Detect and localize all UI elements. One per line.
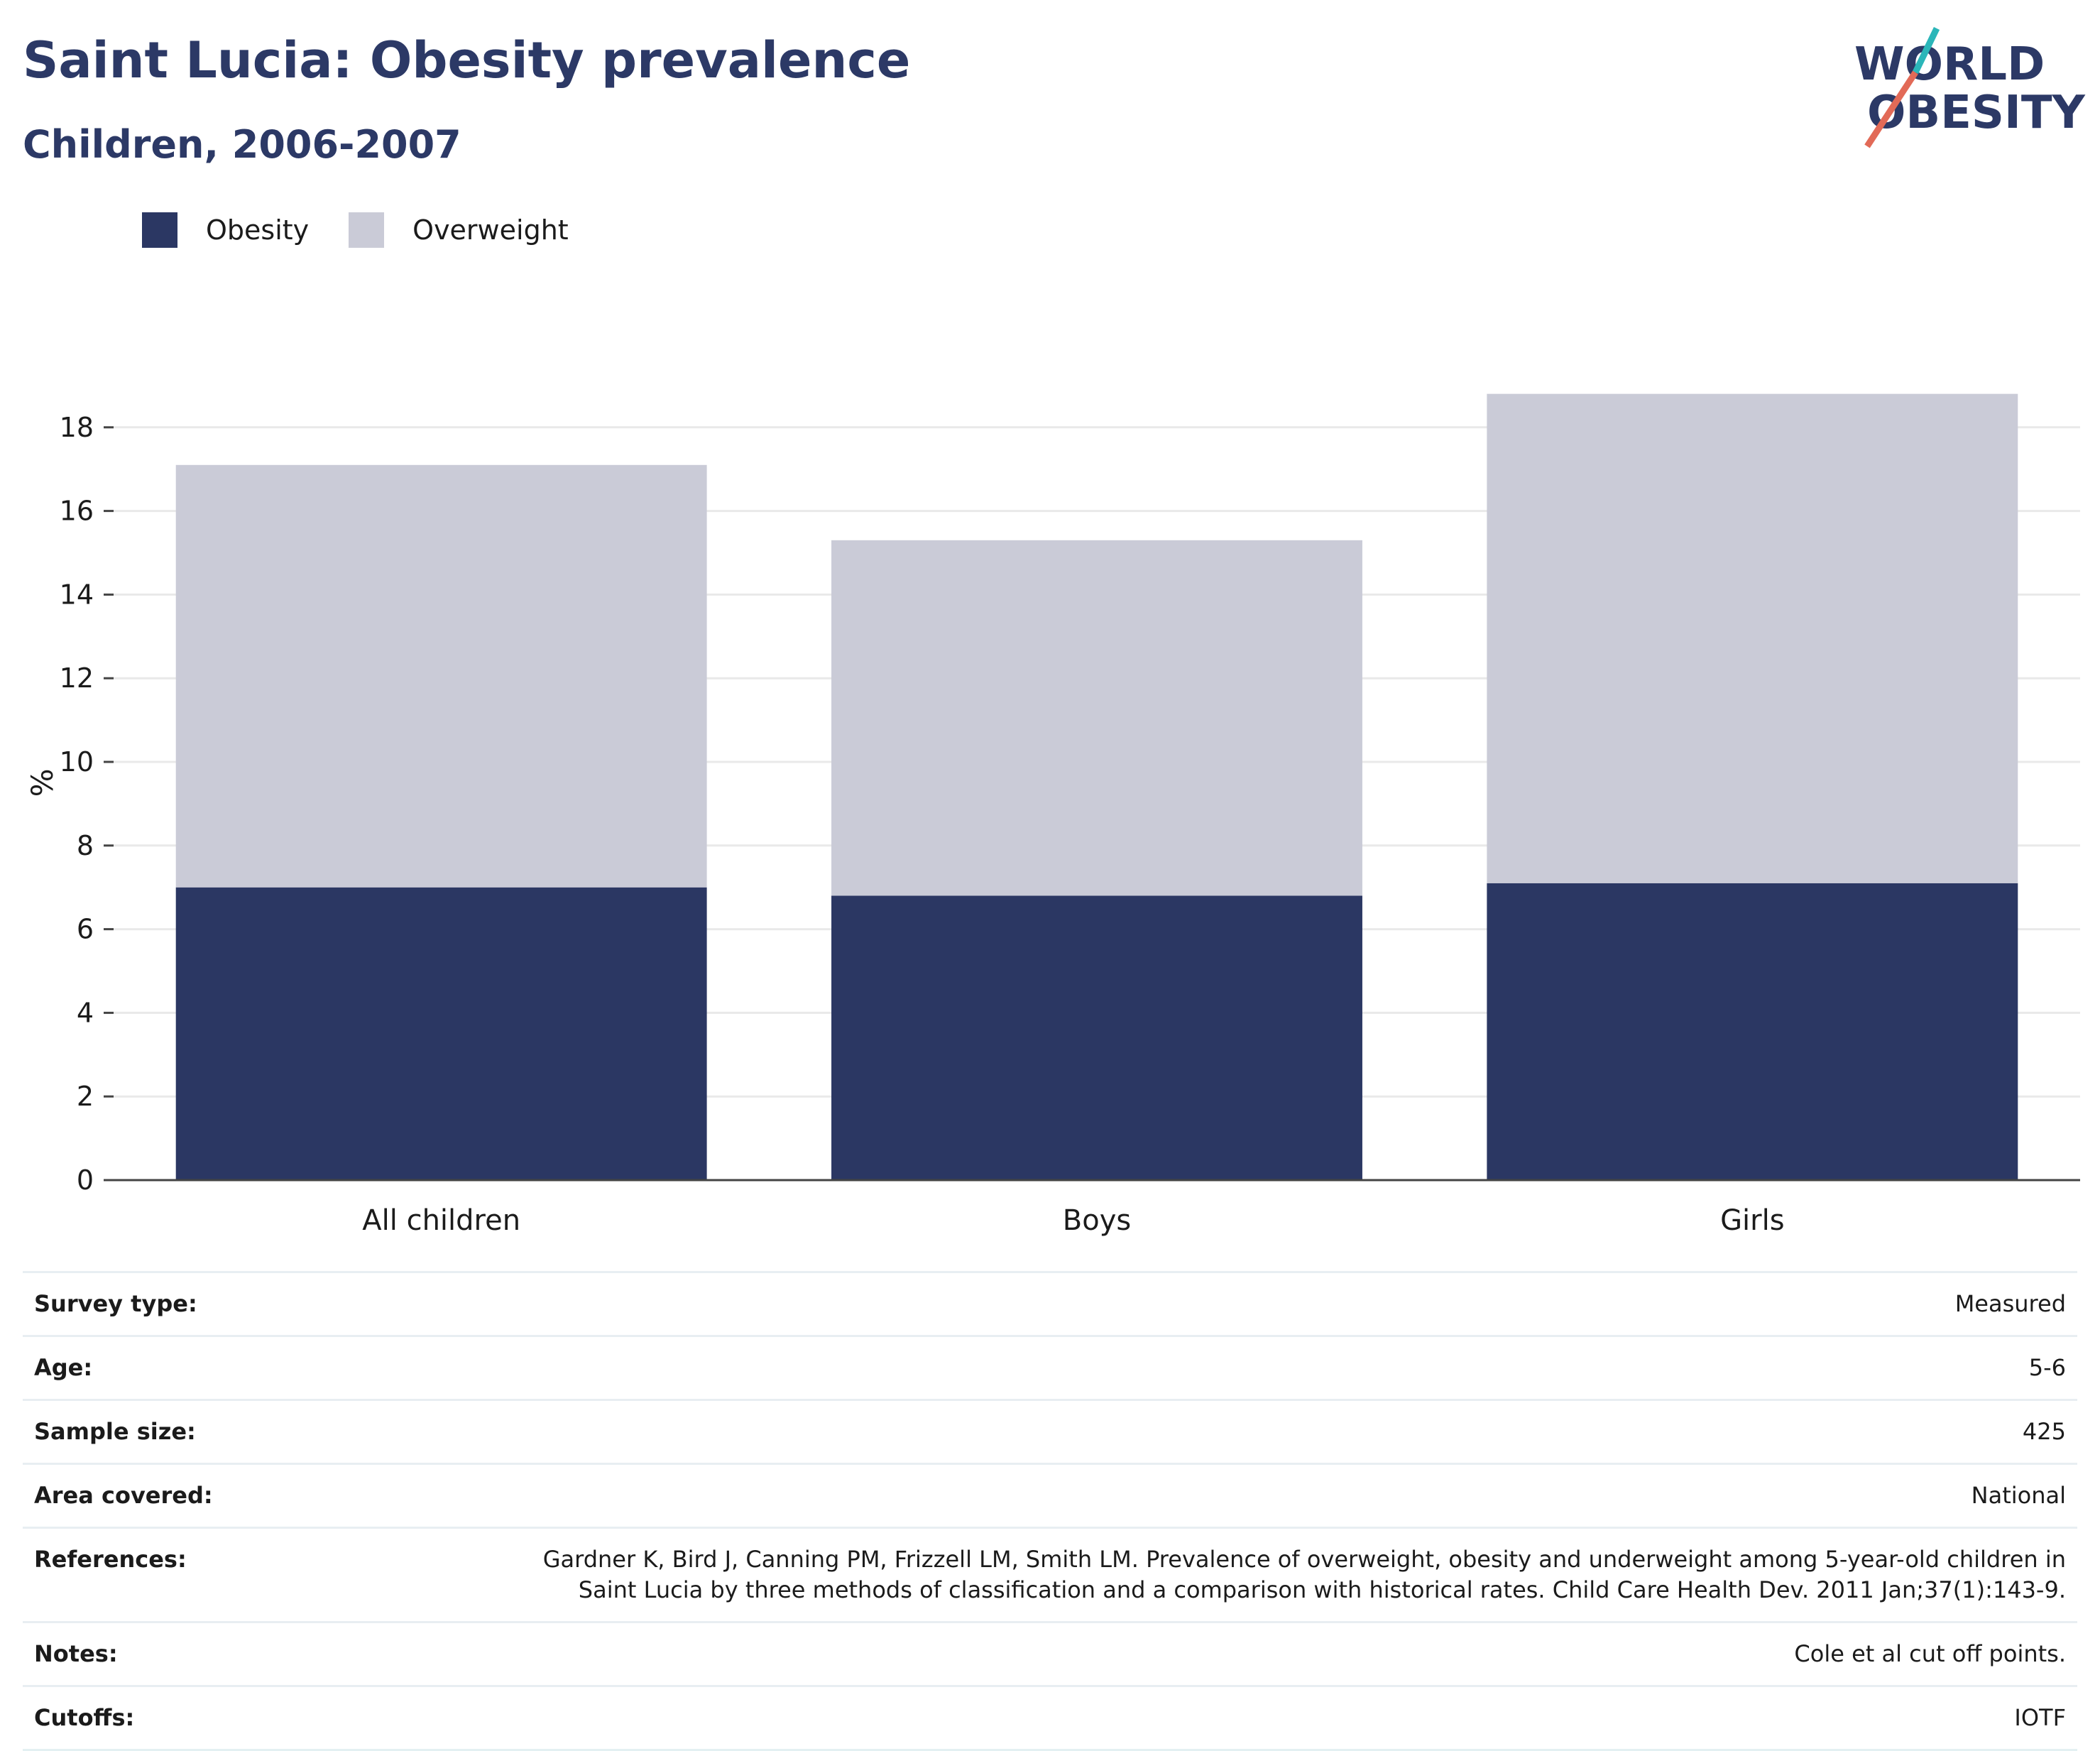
info-value: Gardner K, Bird J, Canning PM, Frizzell … [471, 1527, 2077, 1622]
info-row: Sample size: 425 [23, 1399, 2077, 1464]
y-tick-label: 0 [77, 1164, 94, 1196]
info-row: Area covered: National [23, 1463, 2077, 1528]
x-tick-label: Boys [1063, 1204, 1131, 1237]
page-subtitle: Children, 2006-2007 [23, 122, 461, 167]
info-row: References: Gardner K, Bird J, Canning PM… [23, 1527, 2077, 1622]
y-axis-label: % [25, 768, 60, 797]
survey-info-table: Survey type: Measured Age: 5-6 Sample size: 4… [23, 1271, 2077, 1751]
world-obesity-logo: WORLD OBESITY [1854, 27, 2085, 148]
info-key: Cutoffs: [23, 1685, 471, 1751]
chart-legend: Obesity Overweight [142, 210, 608, 250]
y-axis-ticks: 0 2 4 6 8 10 12 14 16 18 [60, 412, 114, 1196]
bar-obesity [831, 895, 1362, 1180]
bar-obesity [1487, 883, 2018, 1180]
y-tick-label: 14 [60, 579, 94, 610]
legend-item-overweight: Overweight [349, 212, 569, 248]
info-key: Survey type: [23, 1271, 471, 1336]
bar-overweight [831, 540, 1362, 896]
info-value: Cole et al cut off points. [471, 1621, 2077, 1686]
info-key: Notes: [23, 1621, 471, 1686]
y-tick-label: 4 [77, 997, 94, 1028]
chart-bars [175, 393, 2018, 1180]
info-value: IOTF [471, 1685, 2077, 1751]
info-key: Age: [23, 1335, 471, 1400]
info-value: 5-6 [471, 1335, 2077, 1400]
x-tick-label: All children [362, 1204, 520, 1237]
stacked-bar-chart: 0 2 4 6 8 10 12 14 16 18 All children Boys Girls % [25, 393, 2080, 1237]
info-row: Notes: Cole et al cut off points. [23, 1621, 2077, 1686]
bar-overweight [175, 464, 707, 888]
y-tick-label: 8 [77, 830, 94, 861]
info-row: Cutoffs: IOTF [23, 1685, 2077, 1751]
info-key: Area covered: [23, 1463, 471, 1528]
y-tick-label: 2 [77, 1081, 94, 1112]
info-row: Age: 5-6 [23, 1335, 2077, 1400]
page-title: Saint Lucia: Obesity prevalence [23, 31, 911, 89]
legend-swatch-overweight [349, 212, 385, 248]
bar-obesity [175, 887, 707, 1180]
info-key: References: [23, 1527, 471, 1622]
info-value: Measured [471, 1271, 2077, 1336]
info-key: Sample size: [23, 1399, 471, 1464]
y-tick-label: 6 [77, 914, 94, 945]
legend-label-overweight: Overweight [412, 214, 569, 246]
y-tick-label: 12 [60, 662, 94, 694]
y-tick-label: 18 [60, 412, 94, 443]
svg-text:WORLD: WORLD [1854, 38, 2045, 91]
bar-overweight [1487, 393, 2018, 883]
info-row: Survey type: Measured [23, 1271, 2077, 1336]
legend-label-obesity: Obesity [206, 214, 310, 246]
info-value: 425 [471, 1399, 2077, 1464]
legend-item-obesity: Obesity [142, 212, 309, 248]
x-axis-ticks: All children Boys Girls [362, 1204, 1784, 1237]
info-value: National [471, 1463, 2077, 1528]
legend-swatch-obesity [142, 212, 177, 248]
y-tick-label: 16 [60, 496, 94, 527]
x-tick-label: Girls [1720, 1204, 1785, 1237]
y-tick-label: 10 [60, 746, 94, 778]
